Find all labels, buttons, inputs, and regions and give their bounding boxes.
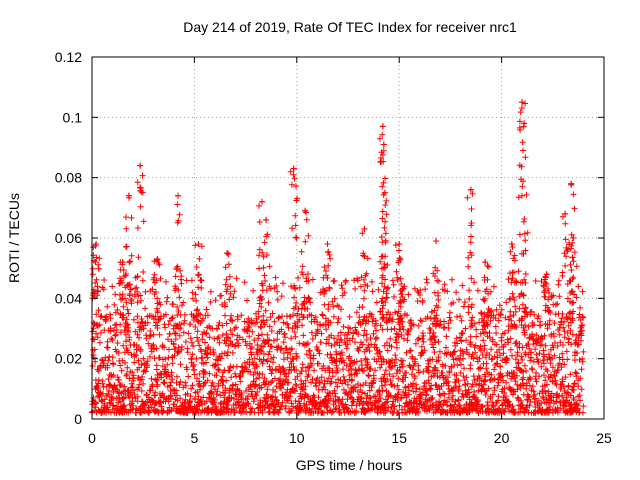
- y-tick-label: 0.1: [63, 109, 83, 125]
- peak-point-2: [125, 192, 132, 199]
- peak-point-0: [93, 241, 100, 248]
- peak-point-13: [361, 225, 368, 232]
- peak-point-17: [396, 241, 403, 248]
- peak-point-26: [568, 180, 575, 187]
- axes: 0 5 10 15 20 25 0 0.02 0.04 0.06 0.08 0.1 0.12: [55, 49, 612, 446]
- x-tick-label: 10: [289, 430, 305, 446]
- roti-plus-markers: [89, 99, 587, 416]
- peak-point-3: [137, 162, 144, 169]
- peak-point-8: [258, 198, 265, 205]
- peak-point-5: [175, 192, 182, 199]
- peak-point-16: [381, 189, 388, 196]
- peak-point-23: [521, 120, 528, 127]
- peak-point-18: [433, 238, 440, 245]
- x-tick-label: 15: [391, 430, 407, 446]
- peak-point-15: [380, 141, 387, 148]
- peak-point-20: [482, 259, 489, 266]
- y-tick-label: 0.08: [55, 170, 82, 186]
- y-tick-label: 0: [74, 411, 82, 427]
- peak-point-9: [263, 216, 270, 223]
- chart-title: Day 214 of 2019, Rate Of TEC Index for r…: [183, 19, 517, 35]
- peak-point-14: [379, 123, 386, 130]
- data-points: [89, 99, 587, 416]
- peak-point-24: [543, 271, 550, 278]
- peak-point-11: [301, 207, 308, 214]
- peak-point-12: [324, 241, 331, 248]
- x-axis-label: GPS time / hours: [296, 457, 403, 473]
- x-tick-label: 5: [191, 430, 199, 446]
- y-tick-label: 0.02: [55, 351, 82, 367]
- peak-point-25: [562, 210, 569, 217]
- y-tick-label: 0.04: [55, 290, 82, 306]
- peak-point-21: [508, 241, 515, 248]
- peak-point-4: [154, 256, 161, 263]
- peak-point-7: [224, 250, 231, 257]
- y-tick-label: 0.12: [55, 49, 82, 65]
- y-axis-label: ROTI / TECUs: [6, 193, 22, 283]
- peak-point-10: [290, 165, 297, 172]
- y-tick-label: 0.06: [55, 230, 82, 246]
- peak-point-1: [119, 259, 126, 266]
- x-tick-label: 20: [494, 430, 510, 446]
- peak-point-22: [519, 99, 526, 106]
- x-tick-label: 25: [596, 430, 612, 446]
- peak-point-6: [195, 241, 202, 248]
- peak-point-19: [467, 186, 474, 193]
- peak-point-27: [570, 235, 577, 241]
- x-tick-label: 0: [88, 430, 96, 446]
